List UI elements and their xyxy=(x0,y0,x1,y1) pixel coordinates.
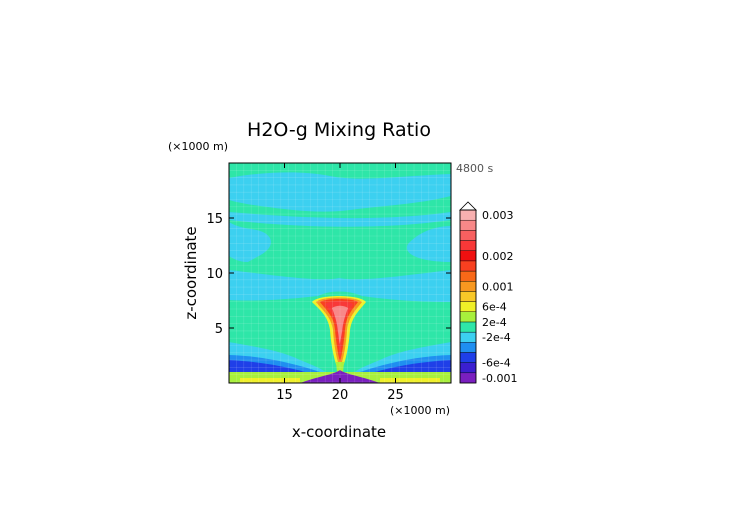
colorbar-label: -0.001 xyxy=(482,372,517,385)
colorbar-label: 0.003 xyxy=(482,209,514,222)
colorbar-swatch xyxy=(459,250,477,262)
x-tick-label: 25 xyxy=(387,388,404,403)
y-unit-label: (×1000 m) xyxy=(168,140,228,153)
field-region xyxy=(406,226,451,262)
x-axis-title: x-coordinate xyxy=(292,423,386,441)
field-region xyxy=(300,370,380,383)
time-label: 4800 s xyxy=(456,162,493,175)
colorbar-label: 0.001 xyxy=(482,280,514,293)
field-region xyxy=(229,172,451,212)
field-region xyxy=(229,222,271,262)
colorbar-swatch xyxy=(459,260,477,272)
y-axis-title: z-coordinate xyxy=(182,226,200,319)
colorbar-swatch xyxy=(459,362,477,374)
colorbar-label: -6e-4 xyxy=(482,357,511,370)
colorbar: 0.003 0.002 0.001 6e-4 2e-4 -2e-4 -6e-4 -0.001 xyxy=(459,201,517,385)
colorbar-swatch xyxy=(459,342,477,353)
y-tick-label: 10 xyxy=(206,267,223,282)
colorbar-extend-arrow xyxy=(459,201,477,211)
field-region xyxy=(332,305,348,344)
colorbar-swatch xyxy=(459,281,477,292)
x-tick-label: 20 xyxy=(332,388,349,403)
colorbar-label: -2e-4 xyxy=(482,331,511,344)
colorbar-swatch xyxy=(459,311,477,323)
x-axis: 15 20 25 xyxy=(276,163,404,403)
field-region xyxy=(229,212,451,227)
colorbar-label: 6e-4 xyxy=(482,301,507,314)
y-tick-label: 15 xyxy=(206,212,223,227)
colorbar-swatch xyxy=(459,291,477,302)
colorbar-swatch xyxy=(459,331,477,343)
x-unit-label: (×1000 m) xyxy=(390,404,450,417)
cell-grid xyxy=(229,163,451,383)
colorbar-label: 0.002 xyxy=(482,250,514,263)
y-tick-label: 5 xyxy=(215,322,223,337)
colorbar-swatch xyxy=(459,301,477,312)
colorbar-swatch xyxy=(459,352,477,363)
colorbar-swatch xyxy=(459,209,477,221)
field-region xyxy=(229,270,451,309)
colorbar-swatch xyxy=(459,270,477,282)
chart-title: H2O-g Mixing Ratio xyxy=(247,119,431,141)
colorbar-swatch xyxy=(459,230,477,241)
x-tick-label: 15 xyxy=(276,388,293,403)
colorbar-swatch xyxy=(459,321,477,333)
colorbar-label: 2e-4 xyxy=(482,316,507,329)
colorbar-swatch xyxy=(459,219,477,231)
y-axis: 5 10 15 xyxy=(206,212,451,337)
colorbar-frame xyxy=(459,209,477,384)
colorbar-swatch xyxy=(459,240,477,251)
colorbar-swatch xyxy=(459,372,477,384)
